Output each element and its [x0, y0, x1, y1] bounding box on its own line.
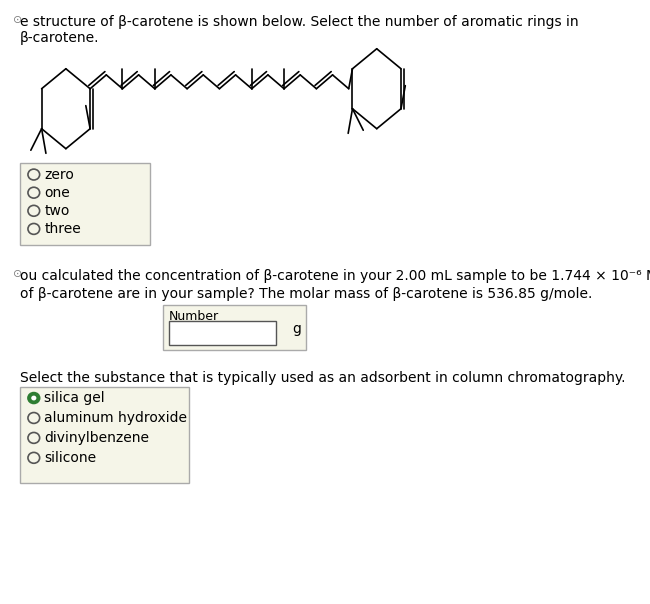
Text: aluminum hydroxide: aluminum hydroxide [44, 411, 187, 425]
Text: two: two [44, 204, 70, 218]
Text: zero: zero [44, 167, 74, 182]
Text: silicone: silicone [44, 451, 96, 465]
Text: divinylbenzene: divinylbenzene [44, 431, 150, 445]
Text: silica gel: silica gel [44, 391, 105, 405]
Text: Select the substance that is typically used as an adsorbent in column chromatogr: Select the substance that is typically u… [20, 371, 625, 385]
Text: one: one [44, 185, 70, 200]
Text: ⊙: ⊙ [13, 15, 22, 25]
Text: e structure of β-carotene is shown below. Select the number of aromatic rings in: e structure of β-carotene is shown below… [20, 15, 578, 45]
Text: of β-carotene are in your sample? The molar mass of β-carotene is 536.85 g/mole.: of β-carotene are in your sample? The mo… [20, 287, 592, 301]
Text: ou calculated the concentration of β-carotene in your 2.00 mL sample to be 1.744: ou calculated the concentration of β-car… [20, 269, 650, 283]
Text: three: three [44, 222, 81, 236]
Text: Number: Number [169, 310, 219, 323]
Text: g: g [292, 322, 302, 336]
Text: ⊙: ⊙ [13, 269, 22, 279]
